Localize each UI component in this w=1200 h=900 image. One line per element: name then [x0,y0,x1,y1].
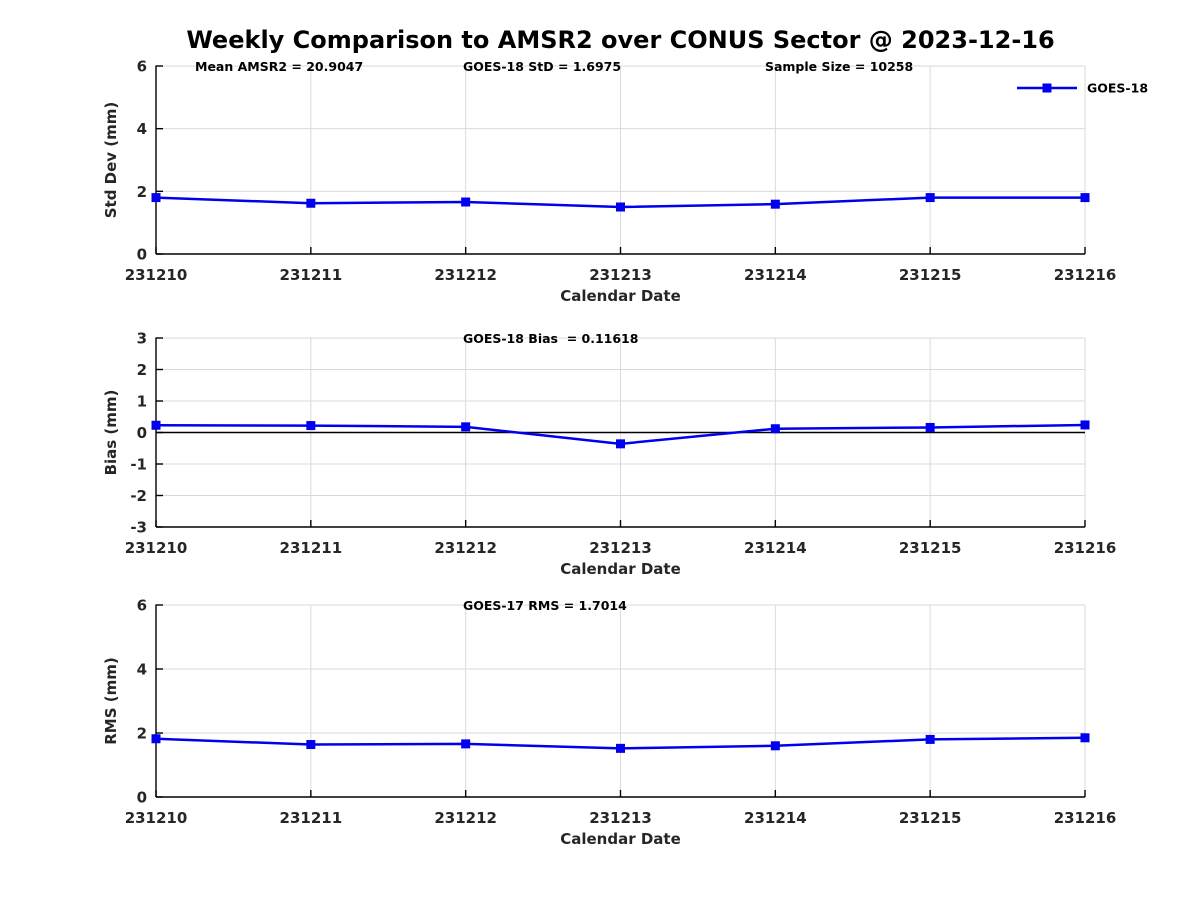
data-point-marker [925,193,935,203]
data-point-marker [616,202,625,212]
y-tick-label: -1 [130,456,147,474]
annotation: GOES-18 StD = 1.6975 [463,59,621,74]
x-tick-label: 231216 [1054,266,1117,284]
x-tick-label: 231211 [280,809,343,827]
y-tick-label: 4 [137,120,147,138]
y-tick-label: 2 [137,725,147,743]
data-point-marker [461,422,471,432]
data-point-marker [770,741,780,751]
x-tick-label: 231212 [434,539,497,557]
annotation: Sample Size = 10258 [765,59,913,74]
data-point-marker [306,198,316,208]
x-tick-label: 231215 [899,539,962,557]
data-point-marker [925,734,935,744]
y-axis-label: Bias (mm) [102,390,120,476]
y-tick-label: 0 [137,246,147,264]
data-point-marker [151,420,161,430]
x-tick-label: 231212 [434,266,497,284]
data-point-marker [461,197,471,207]
x-tick-label: 231213 [589,809,652,827]
y-tick-label: -2 [130,487,147,505]
annotation: Mean AMSR2 = 20.9047 [195,59,363,74]
data-point-marker [925,422,935,432]
x-tick-label: 231215 [899,266,962,284]
annotation: GOES-18 Bias = 0.11618 [463,331,639,346]
x-tick-label: 231213 [589,539,652,557]
y-tick-label: 1 [137,393,147,411]
x-tick-label: 231214 [744,266,807,284]
y-tick-label: 2 [137,361,147,379]
data-point-marker [770,424,780,434]
data-point-marker [1080,420,1090,430]
y-tick-label: 3 [137,330,147,348]
y-tick-label: 0 [137,789,147,807]
y-tick-label: -3 [130,519,147,537]
legend-label: GOES-18 [1087,81,1148,96]
x-tick-label: 231213 [589,266,652,284]
annotation: GOES-17 RMS = 1.7014 [463,598,627,613]
y-axis-label: RMS (mm) [102,657,120,744]
x-tick-label: 231214 [744,539,807,557]
x-axis-label: Calendar Date [560,560,681,578]
x-tick-label: 231216 [1054,539,1117,557]
data-point-marker [616,439,625,449]
x-tick-label: 231211 [280,266,343,284]
y-tick-label: 0 [137,424,147,442]
data-point-marker [461,739,471,749]
data-point-marker [151,193,161,203]
x-tick-label: 231210 [125,266,188,284]
x-tick-label: 231214 [744,809,807,827]
x-tick-label: 231210 [125,809,188,827]
x-tick-label: 231210 [125,539,188,557]
data-point-marker [306,421,316,431]
data-point-marker [306,740,316,750]
data-point-marker [770,199,780,209]
data-point-marker [1080,733,1090,743]
y-tick-label: 6 [137,58,147,76]
x-tick-label: 231212 [434,809,497,827]
x-axis-label: Calendar Date [560,287,681,305]
data-point-marker [616,743,625,753]
x-tick-label: 231211 [280,539,343,557]
y-tick-label: 2 [137,183,147,201]
y-tick-label: 4 [137,661,147,679]
data-point-marker [151,734,161,744]
y-axis-label: Std Dev (mm) [102,102,120,219]
data-point-marker [1080,193,1090,203]
x-axis-label: Calendar Date [560,830,681,848]
y-tick-label: 6 [137,597,147,615]
x-tick-label: 231215 [899,809,962,827]
figure-title: Weekly Comparison to AMSR2 over CONUS Se… [186,26,1055,54]
legend-marker [1042,83,1052,93]
x-tick-label: 231216 [1054,809,1117,827]
